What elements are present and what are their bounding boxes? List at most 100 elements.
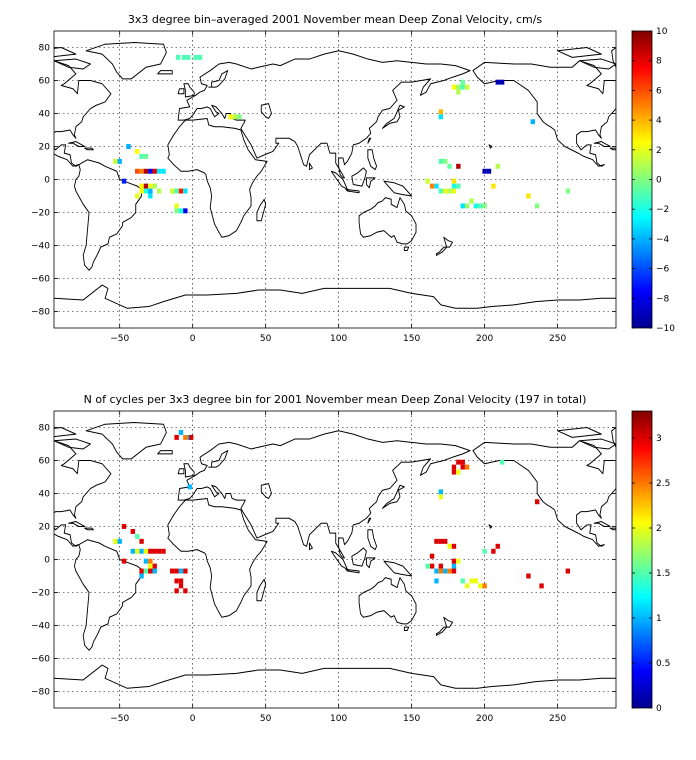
- bin-cell: [148, 558, 153, 564]
- colorbar-tick-label: 10: [656, 27, 668, 37]
- bin-cell: [425, 178, 430, 184]
- bin-cell: [139, 188, 144, 194]
- bin-cell: [135, 168, 140, 174]
- velocity-tick-labels: −50 0 50 100 150 200 250 −80 −60 −40 −20 0 20 40 60 80: [31, 31, 616, 344]
- bin-cell: [530, 119, 535, 125]
- bin-cell: [148, 563, 153, 569]
- y-tick-label: 40: [39, 110, 51, 120]
- bin-cell: [161, 548, 166, 554]
- velocity-colorbar-ticks: −10 −8 −6 −4 −2 0 2 4 6 8 10: [632, 27, 675, 334]
- bin-cell: [232, 114, 238, 120]
- bin-cell: [491, 183, 496, 189]
- bin-cell: [456, 89, 461, 95]
- bin-cell: [183, 208, 188, 214]
- bin-cell: [113, 158, 118, 164]
- bin-cell: [478, 583, 483, 589]
- bin-cell: [464, 84, 470, 90]
- x-tick-label: 250: [549, 714, 566, 724]
- bin-cell: [451, 188, 457, 194]
- bin-cell: [456, 163, 461, 169]
- bin-cell: [117, 158, 122, 164]
- bin-cell: [495, 543, 500, 549]
- bin-cell: [438, 109, 444, 115]
- bin-cell: [464, 203, 470, 209]
- y-tick-label: 0: [44, 176, 50, 186]
- y-tick-label: −60: [31, 275, 50, 285]
- y-tick-label: −40: [31, 242, 50, 252]
- colorbar-tick-label: −8: [656, 294, 670, 304]
- bin-cell: [148, 548, 153, 554]
- bin-cell: [175, 54, 181, 60]
- bin-cell: [447, 188, 452, 194]
- cycles-coastline: [54, 421, 616, 690]
- bin-cell: [189, 434, 194, 440]
- bin-cell: [425, 563, 430, 569]
- cycles-grid: [54, 411, 616, 708]
- bin-cell: [429, 183, 435, 189]
- bin-cell: [482, 548, 487, 554]
- bin-cell: [139, 168, 144, 174]
- bin-cell: [486, 168, 492, 174]
- bin-cell: [135, 533, 140, 539]
- bin-cell: [139, 568, 144, 574]
- bin-cell: [130, 528, 136, 534]
- bin-cell: [174, 203, 179, 209]
- bin-cell: [438, 188, 444, 194]
- colorbar-tick-label: 4: [656, 116, 662, 126]
- bin-cell: [148, 188, 153, 194]
- y-tick-label: 60: [39, 77, 51, 87]
- bin-cell: [135, 548, 140, 554]
- panel-title-velocity: 3x3 degree bin–averaged 2001 November me…: [128, 13, 543, 26]
- bin-cell: [121, 524, 127, 529]
- bin-cell: [135, 193, 140, 199]
- bin-cell: [473, 203, 479, 209]
- bin-cell: [478, 203, 483, 209]
- bin-cell: [434, 578, 439, 584]
- y-tick-label: −20: [31, 209, 50, 219]
- colorbar-tick-label: 6: [656, 86, 662, 96]
- bin-cell: [197, 54, 203, 60]
- bin-cell: [456, 183, 461, 189]
- velocity-coastline: [54, 41, 616, 310]
- bin-cell: [447, 568, 452, 574]
- colorbar-tick-label: 0: [656, 704, 662, 714]
- bin-cell: [143, 153, 149, 159]
- bin-cell: [237, 114, 242, 120]
- bin-cell: [121, 558, 127, 564]
- y-tick-label: 80: [39, 44, 51, 54]
- cycles-panel: N of cycles per 3x3 degree bin for 2001 …: [31, 393, 670, 724]
- x-tick-label: 200: [476, 334, 493, 344]
- bin-cell: [443, 188, 448, 194]
- bin-cell: [451, 178, 457, 184]
- bin-cell: [152, 568, 157, 574]
- bin-cell: [170, 188, 175, 194]
- bin-cell: [148, 168, 153, 174]
- bin-cell: [139, 538, 144, 544]
- bin-cell: [443, 158, 448, 164]
- bin-cell: [565, 188, 571, 194]
- bin-cell: [456, 84, 461, 90]
- velocity-cells: [113, 54, 571, 214]
- bin-cell: [469, 198, 474, 204]
- bin-cell: [460, 464, 465, 470]
- bin-cell: [186, 54, 191, 60]
- bin-cell: [183, 434, 188, 440]
- colorbar-tick-label: 0.5: [656, 659, 670, 669]
- y-tick-label: 80: [39, 424, 51, 434]
- x-tick-label: 0: [190, 714, 196, 724]
- colorbar-tick-label: 1: [656, 614, 662, 624]
- colorbar-tick-label: −4: [656, 235, 670, 245]
- bin-cell: [451, 563, 457, 569]
- bin-cell: [451, 183, 457, 189]
- bin-cell: [152, 563, 157, 569]
- bin-cell: [460, 79, 465, 85]
- bin-cell: [126, 144, 131, 149]
- bin-cell: [526, 573, 531, 579]
- bin-cell: [460, 578, 465, 584]
- bin-cell: [460, 84, 465, 90]
- panel-title-cycles: N of cycles per 3x3 degree bin for 2001 …: [84, 393, 587, 406]
- colorbar-tick-label: 1.5: [656, 569, 670, 579]
- y-tick-label: −20: [31, 589, 50, 599]
- bin-cell: [534, 203, 540, 209]
- bin-cell: [526, 193, 531, 199]
